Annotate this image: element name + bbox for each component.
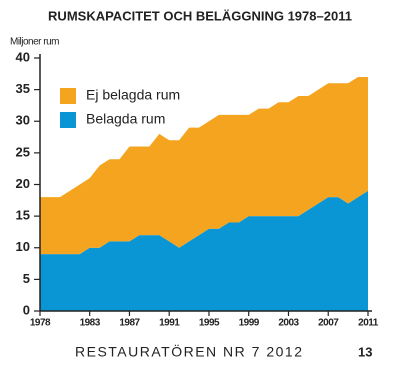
footer-text: RESTAURATÖREN NR 7 2012	[75, 343, 303, 360]
x-tick-label: 2007	[318, 318, 339, 329]
legend-swatch	[60, 112, 76, 128]
y-tick-label: 10	[16, 239, 30, 254]
y-tick-label: 15	[16, 208, 30, 223]
y-tick-label: 25	[16, 144, 30, 159]
x-tick-label: 1987	[119, 318, 140, 329]
y-tick-label: 40	[16, 49, 30, 64]
y-tick-label: 0	[23, 302, 30, 317]
y-axis-label: Miljoner rum	[10, 37, 59, 48]
x-tick-label: 2003	[278, 318, 299, 329]
x-tick-label: 2011	[358, 318, 379, 329]
x-tick-label: 1991	[159, 318, 180, 329]
y-tick-label: 20	[16, 176, 30, 191]
y-tick-label: 5	[23, 271, 30, 286]
legend-label: Ej belagda rum	[86, 87, 180, 103]
legend-label: Belagda rum	[86, 111, 165, 127]
page-number: 13	[358, 344, 372, 359]
x-tick-label: 1999	[239, 318, 260, 329]
y-tick-label: 30	[16, 113, 30, 128]
chart-title: RUMSKAPACITET OCH BELÄGGNING 1978–2011	[48, 8, 352, 23]
x-tick-label: 1983	[80, 318, 101, 329]
x-tick-label: 1978	[30, 318, 51, 329]
legend-swatch	[60, 88, 76, 104]
area	[40, 76, 368, 255]
area	[40, 190, 368, 311]
x-tick-label: 1995	[199, 318, 220, 329]
y-tick-label: 35	[16, 81, 30, 96]
